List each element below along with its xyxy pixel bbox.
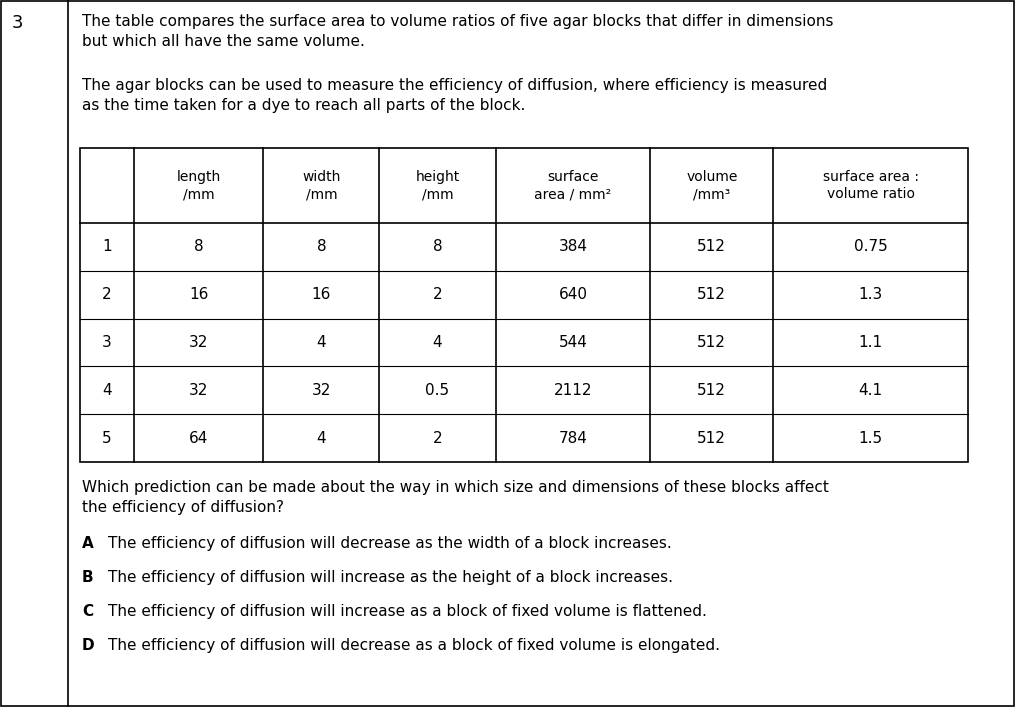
Text: 512: 512 — [697, 240, 727, 255]
Text: 16: 16 — [189, 287, 208, 302]
Text: 4.1: 4.1 — [859, 382, 883, 398]
Bar — [80, 148, 968, 462]
Text: 1.1: 1.1 — [859, 335, 883, 350]
Text: 32: 32 — [312, 382, 331, 398]
Text: C: C — [82, 604, 93, 619]
Text: 0.5: 0.5 — [425, 382, 450, 398]
Text: 512: 512 — [697, 382, 727, 398]
Text: The agar blocks can be used to measure the efficiency of diffusion, where effici: The agar blocks can be used to measure t… — [82, 78, 827, 113]
Text: 4: 4 — [432, 335, 443, 350]
Text: 5: 5 — [103, 431, 112, 445]
Text: B: B — [82, 570, 93, 585]
Text: The efficiency of diffusion will decrease as a block of fixed volume is elongate: The efficiency of diffusion will decreas… — [108, 638, 720, 653]
Text: height
/mm: height /mm — [415, 170, 460, 201]
Text: 8: 8 — [432, 240, 443, 255]
Text: 3: 3 — [103, 335, 112, 350]
Text: 784: 784 — [558, 431, 588, 445]
Text: 4: 4 — [317, 335, 326, 350]
Text: 0.75: 0.75 — [854, 240, 887, 255]
Text: 2: 2 — [432, 431, 443, 445]
Text: 8: 8 — [194, 240, 204, 255]
Text: surface area :
volume ratio: surface area : volume ratio — [822, 170, 919, 201]
Text: The efficiency of diffusion will increase as the height of a block increases.: The efficiency of diffusion will increas… — [108, 570, 673, 585]
Text: Which prediction can be made about the way in which size and dimensions of these: Which prediction can be made about the w… — [82, 480, 829, 515]
Text: surface
area / mm²: surface area / mm² — [535, 170, 612, 201]
Text: 512: 512 — [697, 287, 727, 302]
Text: The efficiency of diffusion will decrease as the width of a block increases.: The efficiency of diffusion will decreas… — [108, 536, 672, 551]
Text: A: A — [82, 536, 93, 551]
Text: The efficiency of diffusion will increase as a block of fixed volume is flattene: The efficiency of diffusion will increas… — [108, 604, 706, 619]
Text: length
/mm: length /mm — [177, 170, 221, 201]
Text: 544: 544 — [558, 335, 588, 350]
Text: 2: 2 — [103, 287, 112, 302]
Text: 64: 64 — [189, 431, 208, 445]
Text: 32: 32 — [189, 382, 208, 398]
Text: width
/mm: width /mm — [302, 170, 341, 201]
Text: 2112: 2112 — [554, 382, 593, 398]
Text: 512: 512 — [697, 431, 727, 445]
Text: 8: 8 — [317, 240, 326, 255]
Text: 1.5: 1.5 — [859, 431, 883, 445]
Text: 32: 32 — [189, 335, 208, 350]
Text: D: D — [82, 638, 94, 653]
Text: 1.3: 1.3 — [859, 287, 883, 302]
Text: 4: 4 — [103, 382, 112, 398]
Text: 640: 640 — [558, 287, 588, 302]
Text: 16: 16 — [312, 287, 331, 302]
Text: The table compares the surface area to volume ratios of five agar blocks that di: The table compares the surface area to v… — [82, 14, 833, 49]
Text: 1: 1 — [103, 240, 112, 255]
Text: 2: 2 — [432, 287, 443, 302]
Text: 3: 3 — [12, 14, 23, 32]
Text: 512: 512 — [697, 335, 727, 350]
Text: volume
/mm³: volume /mm³ — [686, 170, 738, 201]
Text: 384: 384 — [558, 240, 588, 255]
Text: 4: 4 — [317, 431, 326, 445]
